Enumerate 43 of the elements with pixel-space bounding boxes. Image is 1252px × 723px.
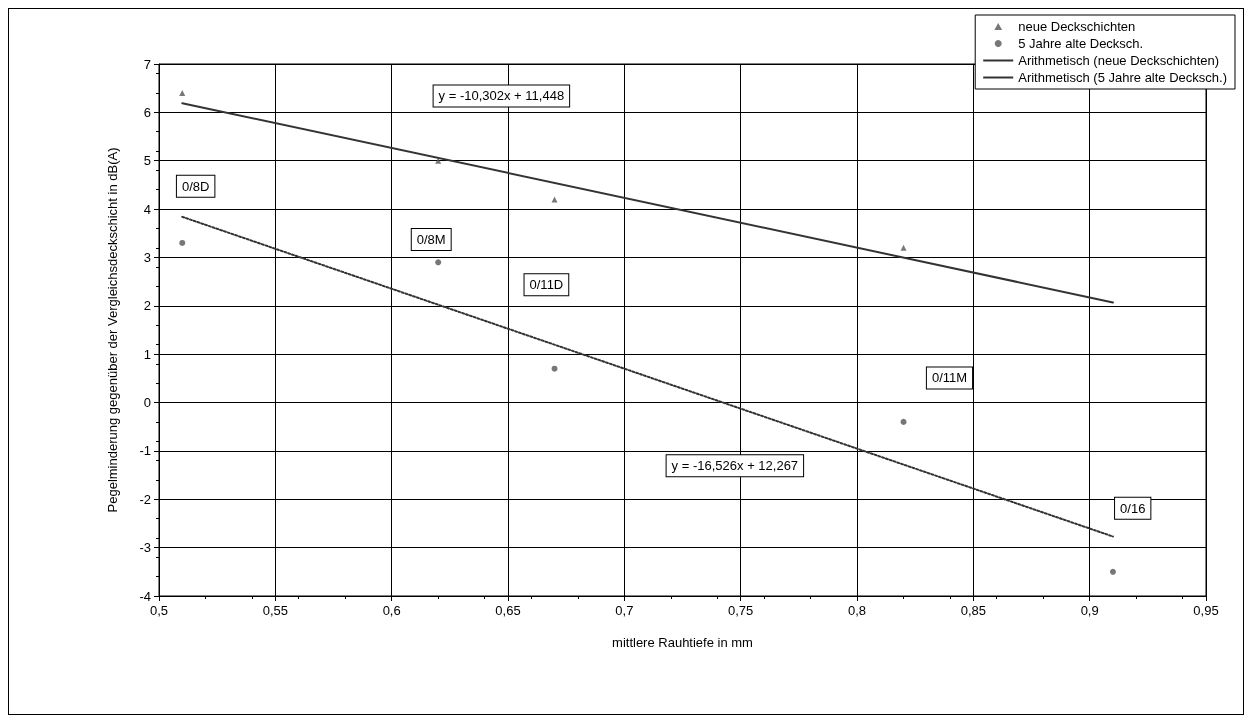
x-tick-label: 0,9 <box>1080 603 1099 618</box>
annotation: 0/11M <box>931 370 968 386</box>
annotation: 0/8M <box>416 232 446 248</box>
x-tick-label: 0,55 <box>262 603 288 618</box>
point <box>900 418 907 425</box>
y-tick-label: 3 <box>143 249 151 265</box>
annotation: 0/11D <box>529 277 564 293</box>
y-tick-label: 0 <box>143 395 151 411</box>
x-tick-label: 0,6 <box>382 603 401 618</box>
x-tick-label: 0,5 <box>149 603 169 618</box>
point <box>179 90 186 97</box>
legend-label: Arithmetisch (5 Jahre alte Decksch.) <box>1018 70 1227 85</box>
x-tick-label: 0,85 <box>960 603 986 618</box>
y-tick-label: -1 <box>139 443 151 459</box>
x-axis-title: mittlere Rauhtiefe in mm <box>612 635 753 650</box>
point <box>179 239 186 246</box>
point <box>435 157 442 164</box>
y-axis-title: Pegelminderung gegenüber der Vergleichsdeckschicht in dB(A) <box>105 147 120 513</box>
annotation: y = -16,526x + 12,267 <box>671 458 799 474</box>
x-tick-label: 0,8 <box>847 603 867 618</box>
point <box>551 196 558 203</box>
y-tick-label: -3 <box>139 540 151 556</box>
y-tick-label: -4 <box>139 588 151 604</box>
point <box>900 244 907 251</box>
point <box>435 259 442 266</box>
annotation: 0/8D <box>181 178 210 194</box>
legend-label: Arithmetisch (neue Deckschichten) <box>1018 53 1220 68</box>
legend-label: neue Deckschichten <box>1018 19 1136 34</box>
point <box>1109 568 1116 575</box>
x-tick-label: 0,65 <box>495 603 521 618</box>
y-tick-label: 1 <box>143 346 151 362</box>
y-tick-label: 2 <box>143 298 151 314</box>
y-tick-label: 5 <box>143 153 151 169</box>
y-tick-label: -2 <box>139 491 151 507</box>
y-tick-label: 6 <box>143 104 151 120</box>
annotation: y = -10,302x + 11,448 <box>438 88 565 104</box>
x-tick-label: 0,7 <box>615 603 634 618</box>
annotation: 0/16 <box>1120 500 1146 516</box>
y-tick-label: 7 <box>143 56 151 72</box>
legend-label: 5 Jahre alte Decksch. <box>1018 36 1144 51</box>
x-tick-label: 0,75 <box>728 603 754 618</box>
y-tick-label: 4 <box>143 201 151 217</box>
x-tick-label: 0,95 <box>1193 603 1219 618</box>
